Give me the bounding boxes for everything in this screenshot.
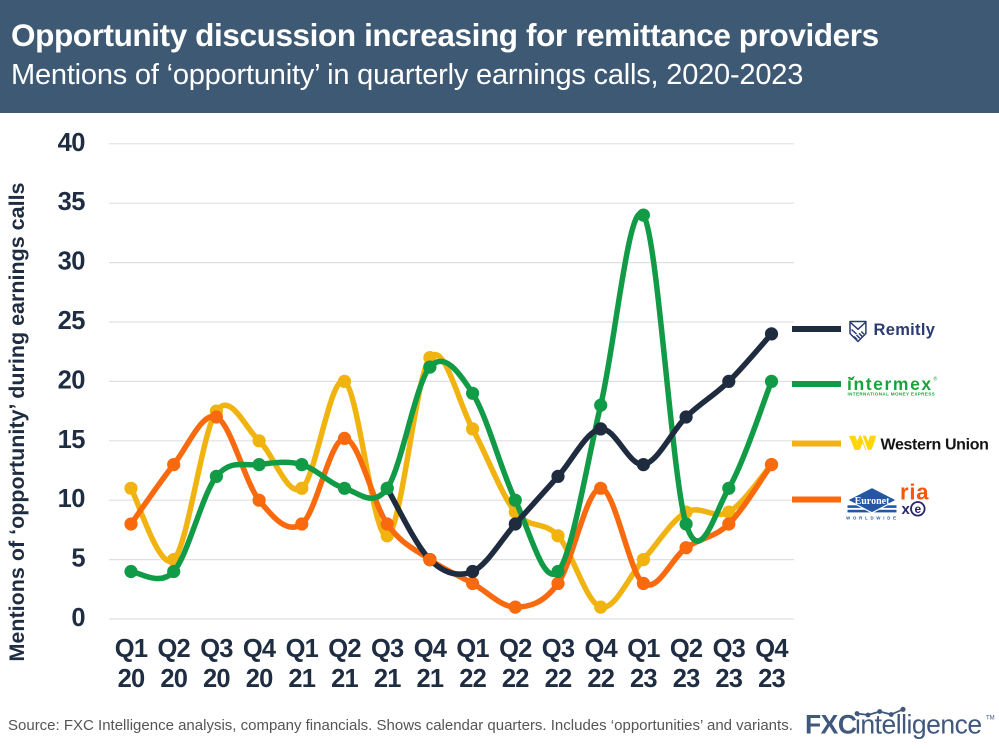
svg-text:TM: TM: [986, 716, 995, 722]
svg-text:FXC: FXC: [805, 710, 857, 740]
svg-text:15: 15: [58, 426, 86, 454]
svg-text:10: 10: [58, 485, 86, 513]
svg-text:Q2: Q2: [157, 635, 190, 663]
svg-text:30: 30: [58, 248, 86, 276]
svg-text:20: 20: [246, 665, 273, 693]
svg-text:Q2: Q2: [670, 635, 703, 663]
svg-text:23: 23: [715, 665, 742, 693]
svg-text:21: 21: [288, 665, 315, 693]
svg-text:Remitly: Remitly: [874, 321, 936, 339]
svg-text:Q4: Q4: [755, 635, 789, 663]
svg-text:®: ®: [934, 376, 938, 383]
svg-text:Q4: Q4: [243, 635, 277, 663]
svg-text:Q3: Q3: [713, 635, 746, 663]
svg-text:Western Union: Western Union: [881, 437, 989, 454]
svg-text:5: 5: [71, 545, 85, 573]
svg-text:WORLDWIDE: WORLDWIDE: [846, 516, 899, 521]
svg-text:21: 21: [331, 665, 358, 693]
svg-text:Q1: Q1: [286, 635, 319, 663]
svg-text:23: 23: [630, 665, 657, 693]
svg-text:20: 20: [58, 366, 86, 394]
svg-text:21: 21: [417, 665, 444, 693]
svg-text:23: 23: [758, 665, 785, 693]
svg-text:Q4: Q4: [584, 635, 618, 663]
svg-text:Q1: Q1: [115, 635, 148, 663]
svg-text:x: x: [902, 501, 911, 518]
svg-text:22: 22: [587, 665, 614, 693]
svg-text:Q2: Q2: [328, 635, 361, 663]
svg-text:Euronet: Euronet: [855, 496, 890, 507]
svg-text:Mentions of ‘opportunity’ duri: Mentions of ‘opportunity’ during earning…: [5, 182, 29, 661]
svg-text:INTERNATIONAL MONEY EXPRESS: INTERNATIONAL MONEY EXPRESS: [848, 392, 936, 397]
svg-text:ria: ria: [900, 480, 929, 505]
svg-text:20: 20: [160, 665, 187, 693]
svg-text:Q3: Q3: [200, 635, 233, 663]
svg-text:0: 0: [71, 604, 85, 632]
svg-text:20: 20: [118, 665, 145, 693]
svg-text:e: e: [914, 502, 921, 516]
svg-text:35: 35: [58, 188, 86, 216]
svg-text:20: 20: [203, 665, 230, 693]
svg-text:Q3: Q3: [542, 635, 575, 663]
svg-text:40: 40: [58, 129, 86, 157]
svg-text:Q3: Q3: [371, 635, 404, 663]
svg-text:Q2: Q2: [499, 635, 532, 663]
svg-text:23: 23: [673, 665, 700, 693]
svg-text:22: 22: [502, 665, 529, 693]
svg-text:intermex: intermex: [847, 374, 933, 394]
svg-text:Q4: Q4: [414, 635, 448, 663]
svg-text:intelligence: intelligence: [855, 710, 982, 740]
svg-text:22: 22: [459, 665, 486, 693]
svg-text:Q1: Q1: [627, 635, 660, 663]
svg-text:Q1: Q1: [456, 635, 489, 663]
svg-text:22: 22: [545, 665, 572, 693]
svg-text:21: 21: [374, 665, 401, 693]
svg-text:25: 25: [58, 307, 86, 335]
